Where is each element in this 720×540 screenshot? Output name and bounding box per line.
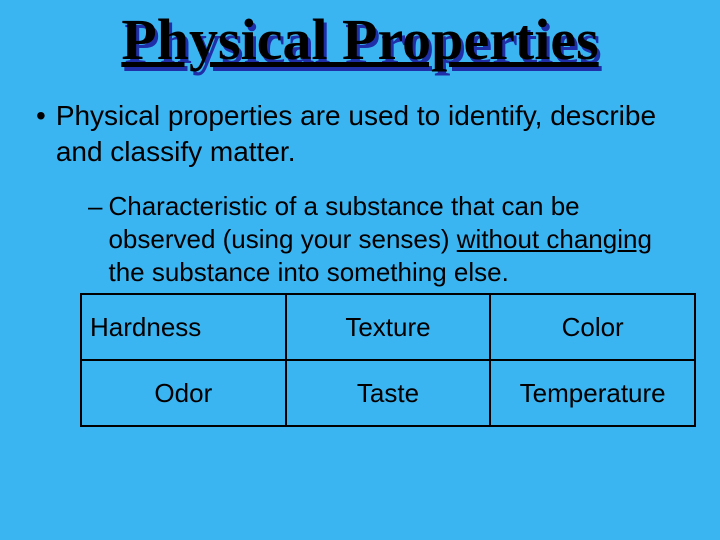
table-cell: Texture	[286, 294, 491, 360]
table-cell: Temperature	[490, 360, 695, 426]
sub-bullet-block: – Characteristic of a substance that can…	[88, 190, 688, 290]
slide-title-wrap: Physical Properties Physical Properties	[0, 6, 720, 84]
sub-bullet-text: Characteristic of a substance that can b…	[108, 190, 688, 290]
table-cell: Color	[490, 294, 695, 360]
sub-bullet-marker: –	[88, 190, 108, 223]
table-row: Odor Taste Temperature	[81, 360, 695, 426]
bullet-marker: •	[32, 98, 56, 134]
bullet-item: • Physical properties are used to identi…	[32, 98, 688, 170]
sub-text-underlined: without changing	[457, 224, 652, 254]
slide-content: • Physical properties are used to identi…	[0, 84, 720, 427]
table-cell: Taste	[286, 360, 491, 426]
sub-bullet-item: – Characteristic of a substance that can…	[88, 190, 688, 290]
sub-text-post: the substance into something else.	[108, 257, 508, 287]
leadin-word: Hardness	[82, 311, 285, 344]
table-row: Hardness Texture Color	[81, 294, 695, 360]
table-cell-hardness: Hardness	[81, 294, 286, 360]
bullet-text: Physical properties are used to identify…	[56, 98, 688, 170]
slide-title: Physical Properties	[0, 6, 720, 73]
table-cell: Odor	[81, 360, 286, 426]
examples-table: Hardness Texture Color Odor Taste Temper…	[80, 293, 696, 427]
